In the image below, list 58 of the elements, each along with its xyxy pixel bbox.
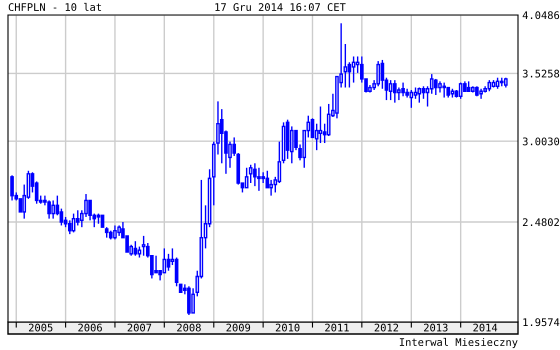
candlestick xyxy=(434,78,438,96)
candlestick xyxy=(142,235,146,256)
y-tick-label: 4.0486 xyxy=(522,11,560,20)
candlestick xyxy=(458,82,462,100)
candlestick xyxy=(68,220,72,235)
y-tick-label: 3.5258 xyxy=(522,70,560,78)
candlestick xyxy=(154,255,158,274)
candlestick xyxy=(417,86,422,104)
x-tick-label: 2007 xyxy=(128,324,152,332)
candlestick xyxy=(475,86,479,97)
candlestick xyxy=(318,106,322,144)
x-tick-label: 2013 xyxy=(424,324,448,332)
y-tick-label: 3.0030 xyxy=(522,137,560,146)
candlestick xyxy=(430,73,434,94)
x-tick-label: 2008 xyxy=(177,324,201,332)
candlestick xyxy=(488,79,492,92)
x-tick-label: 2012 xyxy=(374,324,398,332)
x-tick-label: 2005 xyxy=(28,324,52,332)
candlestick xyxy=(51,200,55,220)
candlestick xyxy=(117,224,121,237)
candlestick xyxy=(409,89,414,109)
candlestick xyxy=(376,60,380,87)
candlestick xyxy=(397,86,401,101)
candlestick xyxy=(162,248,166,274)
candlestick xyxy=(504,77,508,88)
candlestick xyxy=(352,56,356,84)
x-tick-label: 2009 xyxy=(226,324,250,332)
y-tick-label: 1.9574 xyxy=(523,318,560,326)
candlestick xyxy=(393,79,397,104)
candlestick xyxy=(422,86,426,100)
candlestick xyxy=(244,167,248,188)
candlestick xyxy=(47,200,51,220)
candlestick xyxy=(466,80,470,92)
candlestick xyxy=(72,212,76,234)
candlestick xyxy=(96,212,100,224)
chart-subtitle: 17 Gru 2014 16:07 CET xyxy=(215,3,346,12)
text: Interwal Miesieczny xyxy=(400,338,518,348)
x-tick-label: 2006 xyxy=(78,324,102,332)
x-tick-label: 2010 xyxy=(276,324,300,332)
candlestick xyxy=(401,82,405,97)
candlestick xyxy=(253,162,257,187)
candlestick xyxy=(479,88,483,100)
candlestick xyxy=(438,80,442,94)
candlestick xyxy=(496,77,500,90)
x-tick-label: 2011 xyxy=(325,324,349,332)
candlestick xyxy=(134,240,138,256)
candlestick xyxy=(442,82,446,98)
chart-title: CHFPLN - 10 lat xyxy=(8,2,102,12)
candlestick xyxy=(113,224,117,240)
candlestick xyxy=(257,167,261,192)
candlestick xyxy=(138,246,142,258)
x-tick-label: 2014 xyxy=(473,324,498,332)
candlestick xyxy=(446,86,450,98)
candlestick xyxy=(388,79,392,101)
candlestick xyxy=(269,179,273,196)
candlestick xyxy=(414,86,418,100)
y-tick-label: 2.4802 xyxy=(522,218,559,226)
candlestick xyxy=(10,174,14,202)
